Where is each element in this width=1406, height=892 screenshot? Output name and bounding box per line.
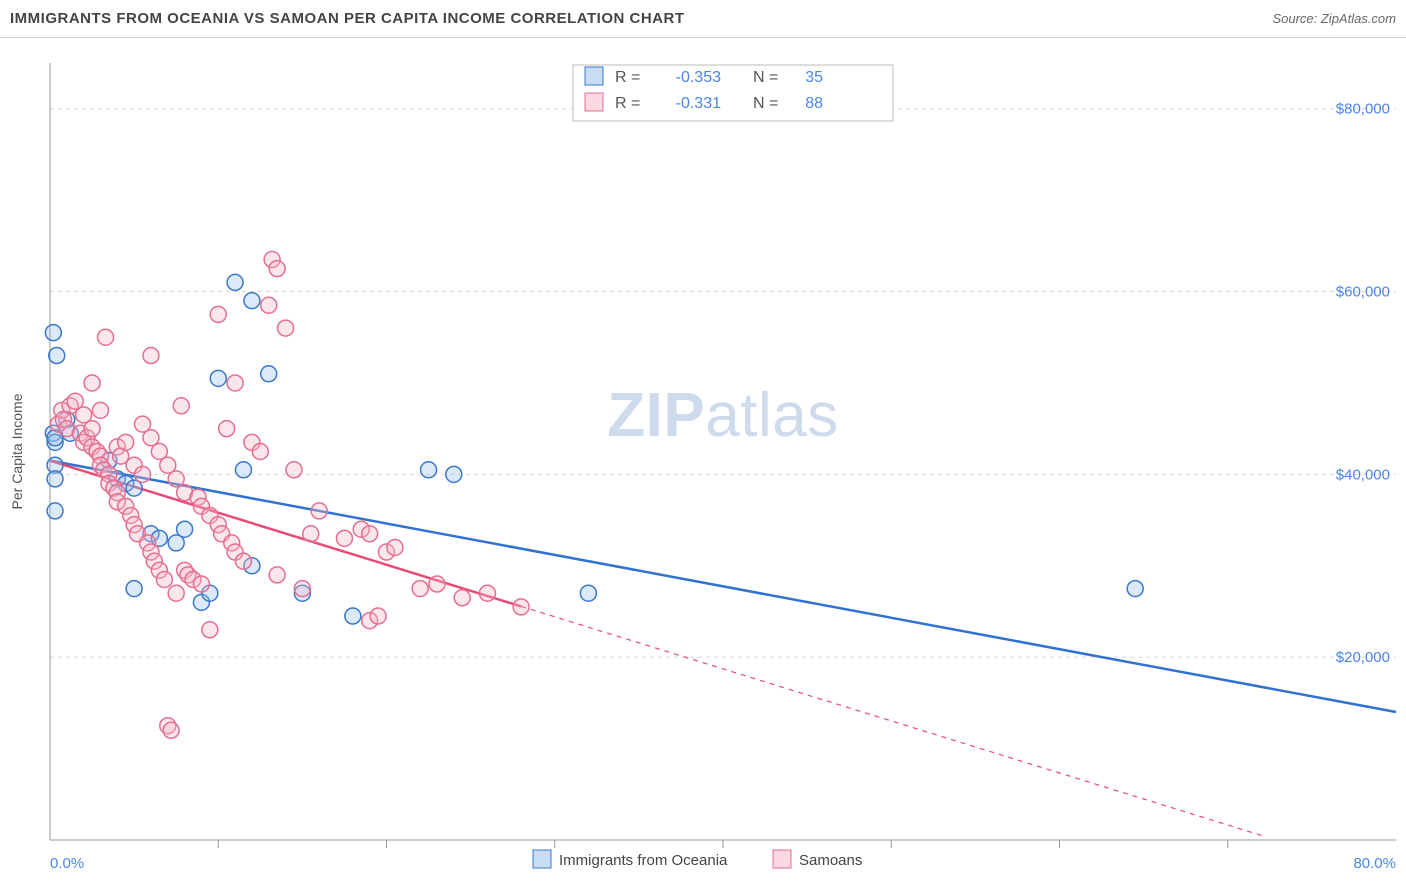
data-point-blue xyxy=(47,471,63,487)
data-point-pink xyxy=(269,567,285,583)
data-point-pink xyxy=(84,375,100,391)
legend-r-label: R = xyxy=(615,69,640,86)
data-point-blue xyxy=(446,466,462,482)
legend-swatch-blue xyxy=(585,67,603,85)
trend-line-pink-dashed xyxy=(521,606,1261,835)
legend-swatch-pink xyxy=(585,93,603,111)
data-point-pink xyxy=(156,571,172,587)
data-point-blue xyxy=(345,608,361,624)
data-point-pink xyxy=(362,526,378,542)
data-point-pink xyxy=(303,526,319,542)
data-point-pink xyxy=(454,590,470,606)
y-tick-label: $40,000 xyxy=(1336,466,1390,483)
legend-n-value: 35 xyxy=(805,69,823,86)
legend-r-value: -0.331 xyxy=(676,95,721,112)
data-point-pink xyxy=(173,398,189,414)
data-point-pink xyxy=(143,348,159,364)
watermark: ZIPatlas xyxy=(607,381,838,450)
data-point-pink xyxy=(163,722,179,738)
data-point-pink xyxy=(286,462,302,478)
data-point-pink xyxy=(193,576,209,592)
data-point-blue xyxy=(227,274,243,290)
data-point-pink xyxy=(429,576,445,592)
data-point-pink xyxy=(336,530,352,546)
data-point-pink xyxy=(370,608,386,624)
data-point-blue xyxy=(47,503,63,519)
data-point-blue xyxy=(45,325,61,341)
legend-n-label: N = xyxy=(753,69,778,86)
data-point-blue xyxy=(421,462,437,478)
legend-n-label: N = xyxy=(753,95,778,112)
y-tick-label: $80,000 xyxy=(1336,101,1390,118)
data-point-pink xyxy=(202,622,218,638)
trend-line-blue xyxy=(50,461,1396,712)
data-point-pink xyxy=(227,375,243,391)
data-point-blue xyxy=(210,370,226,386)
data-point-pink xyxy=(219,421,235,437)
data-point-pink xyxy=(261,297,277,313)
x-start-label: 0.0% xyxy=(50,855,84,872)
data-point-blue xyxy=(126,581,142,597)
x-end-label: 80.0% xyxy=(1353,855,1396,872)
data-point-pink xyxy=(479,585,495,601)
data-point-blue xyxy=(580,585,596,601)
legend-r-value: -0.353 xyxy=(676,69,721,86)
chart-container: ZIPatlas 0.0% 80.0% $20,000 $40,000 $60,000 $8… xyxy=(0,38,1406,892)
data-point-pink xyxy=(135,466,151,482)
data-point-pink xyxy=(252,444,268,460)
data-point-pink xyxy=(84,421,100,437)
y-axis-label: Per Capita Income xyxy=(9,393,25,509)
bottom-legend-swatch-blue xyxy=(533,850,551,868)
data-point-pink xyxy=(412,581,428,597)
y-tick-label: $60,000 xyxy=(1336,284,1390,301)
data-point-pink xyxy=(311,503,327,519)
data-point-pink xyxy=(269,261,285,277)
data-point-pink xyxy=(98,329,114,345)
bottom-legend-label: Samoans xyxy=(799,852,862,869)
data-point-blue xyxy=(1127,581,1143,597)
data-point-blue xyxy=(261,366,277,382)
data-point-pink xyxy=(168,585,184,601)
data-point-blue xyxy=(235,462,251,478)
data-point-pink xyxy=(294,581,310,597)
scatter-chart: ZIPatlas 0.0% 80.0% $20,000 $40,000 $60,000 $8… xyxy=(0,38,1406,892)
data-point-blue xyxy=(177,521,193,537)
data-point-pink xyxy=(513,599,529,615)
chart-title: IMMIGRANTS FROM OCEANIA VS SAMOAN PER CA… xyxy=(10,10,685,27)
header-bar: IMMIGRANTS FROM OCEANIA VS SAMOAN PER CA… xyxy=(0,0,1406,38)
data-point-pink xyxy=(92,402,108,418)
legend-n-value: 88 xyxy=(805,95,823,112)
data-point-pink xyxy=(278,320,294,336)
bottom-legend-label: Immigrants from Oceania xyxy=(559,852,728,869)
data-point-pink xyxy=(387,539,403,555)
data-point-pink xyxy=(235,553,251,569)
source-label: Source: ZipAtlas.com xyxy=(1272,11,1396,26)
data-point-pink xyxy=(118,434,134,450)
bottom-legend-swatch-pink xyxy=(773,850,791,868)
data-point-blue xyxy=(49,348,65,364)
y-tick-label: $20,000 xyxy=(1336,649,1390,666)
data-point-blue xyxy=(244,293,260,309)
data-point-pink xyxy=(210,306,226,322)
legend-r-label: R = xyxy=(615,95,640,112)
